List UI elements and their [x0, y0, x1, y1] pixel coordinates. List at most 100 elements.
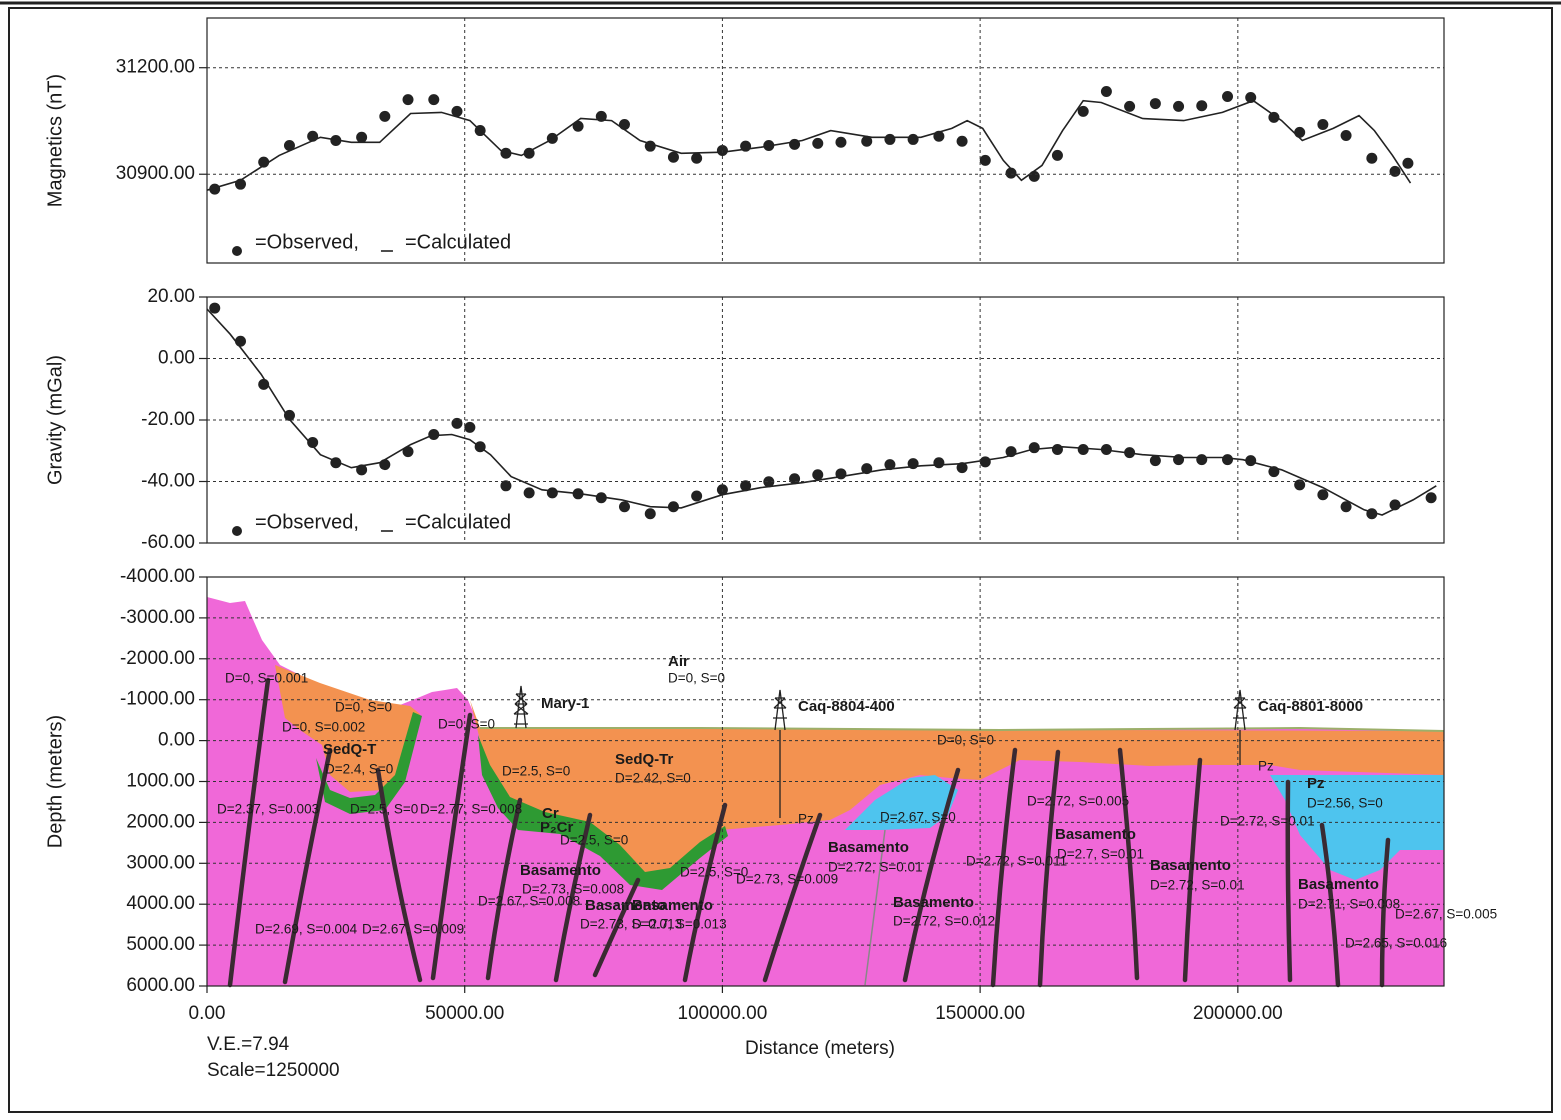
observed-point — [1196, 454, 1208, 466]
x-tick-label: 50000.00 — [425, 1003, 504, 1024]
observed-point — [835, 136, 847, 148]
section-label: D=0, S=0 — [438, 717, 495, 732]
vertical-exaggeration: V.E.=7.94 — [207, 1034, 290, 1055]
plot-frame — [206, 576, 1445, 987]
observed-point — [933, 457, 945, 469]
y-tick-label: 0.00 — [158, 730, 195, 751]
section-label: D=2.69, S=0.004 — [255, 922, 358, 937]
section-label: P₂Cr — [540, 819, 574, 836]
observed-point — [1340, 501, 1352, 513]
fault — [902, 767, 961, 983]
observed-point — [763, 476, 775, 488]
section-label: Basamento — [1298, 876, 1379, 893]
observed-point — [956, 462, 968, 474]
observed-point — [1222, 454, 1234, 466]
observed-point — [1028, 442, 1040, 454]
section-label: D=2.67, S=0 — [880, 810, 956, 825]
calculated-line — [206, 99, 1412, 191]
fault — [1285, 779, 1293, 983]
frame — [8, 7, 1553, 1113]
sediment-body — [275, 665, 420, 792]
observed-point — [884, 459, 896, 471]
fault — [1319, 822, 1341, 988]
fault — [1182, 757, 1203, 983]
section-label: D=0, S=0.002 — [282, 720, 365, 735]
observed-point — [1245, 455, 1257, 467]
fault — [1379, 837, 1391, 988]
observed-point — [1294, 126, 1306, 138]
observed-point — [1149, 455, 1161, 467]
fault — [375, 767, 423, 983]
section-label: D=2.72, S=0.01 — [828, 860, 923, 875]
fault — [227, 677, 271, 988]
observed-point — [691, 490, 703, 502]
section-label: D=2.77, S=0.008 — [420, 802, 522, 817]
y-tick-label: -20.00 — [141, 409, 195, 430]
surface-line — [480, 726, 1445, 732]
y-tick-label: -1000.00 — [120, 689, 195, 710]
section-label: D=2.7, S=0.013 — [632, 917, 727, 932]
observed-point — [258, 156, 270, 168]
x-tick-label: 200000.00 — [1193, 1003, 1283, 1024]
section-label: Basamento — [1055, 826, 1136, 843]
observed-point — [500, 480, 512, 492]
y-axis-title: Depth (meters) — [44, 715, 66, 848]
observed-point — [1005, 167, 1017, 179]
fault — [1117, 747, 1140, 981]
y-tick-label: -40.00 — [141, 471, 195, 492]
observed-point — [979, 456, 991, 468]
legend-marker — [232, 526, 242, 536]
y-tick-label: 6000.00 — [126, 975, 195, 996]
observed-point — [1028, 170, 1040, 182]
observed-point — [812, 137, 824, 149]
x-tick-label: 150000.00 — [935, 1003, 1025, 1024]
well-derrick — [513, 685, 529, 729]
section-label: SedQ-Tr — [615, 751, 674, 768]
section-label: D=2.73, S=0.008 — [522, 882, 624, 897]
y-tick-label: 5000.00 — [126, 934, 195, 955]
green-layer — [316, 712, 422, 814]
observed-point — [1268, 111, 1280, 123]
observed-point — [1051, 444, 1063, 456]
section-label: Basamento — [520, 862, 601, 879]
observed-point — [379, 110, 391, 122]
section-label: D=2.4, S=0 — [325, 762, 393, 777]
observed-point — [1100, 86, 1112, 97]
x-axis-title: Distance (meters) — [745, 1038, 895, 1059]
section-label: D=2.5, S=0 — [680, 865, 748, 880]
y-tick-label: 31200.00 — [116, 57, 195, 78]
y-tick-label: 4000.00 — [126, 893, 195, 914]
green-layer — [478, 735, 728, 890]
observed-point — [1389, 165, 1401, 177]
observed-point — [1149, 98, 1161, 110]
section-label: Basamento — [1150, 857, 1231, 874]
section-label: Caq-8804-400 — [798, 698, 895, 715]
observed-point — [283, 409, 295, 421]
y-tick-label: 20.00 — [147, 286, 195, 307]
section-label: D=2.72, S=0.01 — [1220, 814, 1315, 829]
section-label: Pz — [1258, 759, 1274, 774]
observed-point — [667, 501, 679, 513]
observed-point — [1425, 492, 1437, 504]
section-label: Pz — [798, 812, 814, 827]
plot-frame — [206, 17, 1445, 264]
section-label: D=0, S=0 — [668, 671, 725, 686]
legend-marker — [232, 246, 242, 256]
observed-point — [1222, 90, 1234, 102]
observed-point — [1077, 105, 1089, 117]
y-tick-label: 0.00 — [158, 348, 195, 369]
observed-point — [451, 417, 463, 429]
body-boundary — [864, 829, 886, 986]
y-tick-label: 3000.00 — [126, 852, 195, 873]
section-label: Cr — [542, 805, 559, 822]
observed-point — [428, 428, 440, 440]
observed-point — [740, 480, 752, 492]
section-label: Air — [668, 653, 689, 670]
observed-point — [402, 94, 414, 106]
well-derrick — [773, 689, 787, 818]
observed-point — [618, 119, 630, 131]
wells — [513, 685, 1247, 818]
legend-label: =Observed, — [255, 231, 359, 253]
fault — [485, 797, 523, 981]
section-label: Basamento — [585, 897, 666, 914]
